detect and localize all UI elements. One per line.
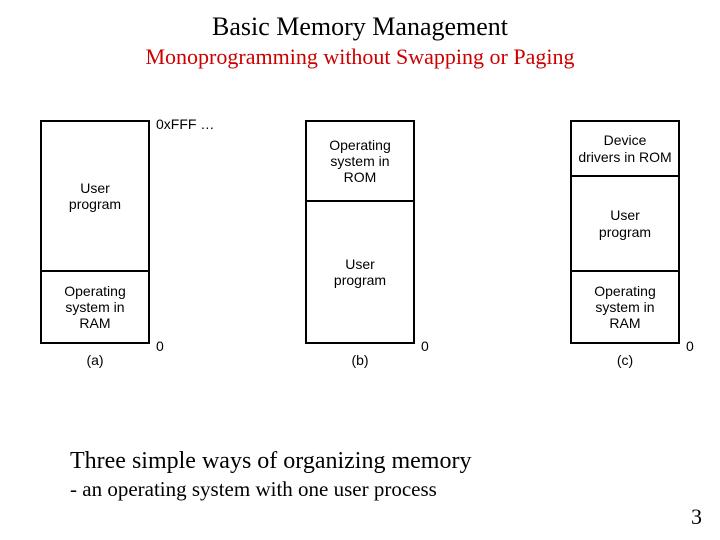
page-subtitle: Monoprogramming without Swapping or Pagi…	[30, 44, 690, 70]
footer-sub: - an operating system with one user proc…	[70, 477, 471, 502]
caption-b: (b)	[305, 352, 415, 368]
addr-bottom-a: 0	[156, 338, 164, 354]
addr-bottom-c: 0	[686, 338, 694, 354]
segment: Operatingsystem inRAM	[572, 272, 678, 342]
memory-bar-b: Operatingsystem inROM Userprogram	[305, 120, 415, 344]
page-title: Basic Memory Management	[30, 12, 690, 42]
memory-bar-c: Devicedrivers in ROM Userprogram Operati…	[570, 120, 680, 344]
diagram-col-c: Devicedrivers in ROM Userprogram Operati…	[570, 120, 680, 368]
caption-c: (c)	[570, 352, 680, 368]
footer-main: Three simple ways of organizing memory	[70, 448, 471, 475]
segment: Userprogram	[42, 122, 148, 272]
segment: Operatingsystem inRAM	[42, 272, 148, 342]
diagram-col-b: Operatingsystem inROM Userprogram 0 (b)	[305, 120, 415, 368]
diagram-col-a: 0xFFF … Userprogram Operatingsystem inRA…	[40, 120, 150, 368]
segment: Userprogram	[307, 202, 413, 342]
page-number: 3	[691, 504, 702, 530]
segment: Operatingsystem inROM	[307, 122, 413, 202]
memory-bar-a: Userprogram Operatingsystem inRAM	[40, 120, 150, 344]
footer-text: Three simple ways of organizing memory -…	[70, 448, 471, 502]
addr-bottom-b: 0	[421, 338, 429, 354]
segment: Userprogram	[572, 177, 678, 272]
memory-diagrams: 0xFFF … Userprogram Operatingsystem inRA…	[30, 120, 690, 368]
addr-top-a: 0xFFF …	[156, 116, 214, 132]
segment: Devicedrivers in ROM	[572, 122, 678, 177]
caption-a: (a)	[40, 352, 150, 368]
